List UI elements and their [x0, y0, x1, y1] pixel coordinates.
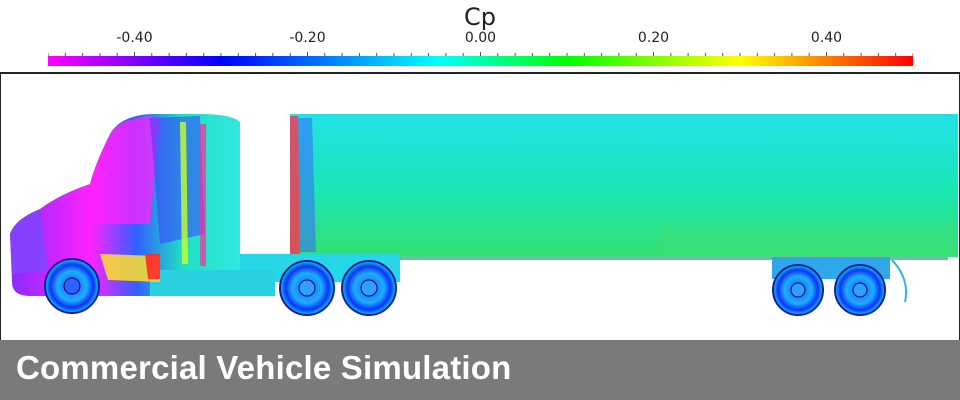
truck-cp-contour	[10, 114, 958, 316]
colorbar	[48, 52, 913, 66]
legend-title: Cp	[464, 3, 496, 31]
drive-wheel-2-hub	[360, 279, 378, 297]
trailer-front-pressure-band	[290, 116, 300, 254]
legend-tick-label: -0.20	[289, 30, 326, 46]
colorbar-gradient	[48, 56, 913, 66]
fuel-tank	[150, 270, 275, 296]
caption-bar: Commercial Vehicle Simulation	[0, 340, 960, 400]
trailer-lower-wash	[660, 224, 958, 257]
drive-wheel-1-hub	[298, 279, 316, 297]
mudflap	[891, 259, 908, 303]
legend-tick-label: 0.00	[464, 30, 497, 46]
front-wheels	[44, 258, 100, 314]
cab-roof-fairing	[150, 116, 205, 244]
colorbar-minor-ticks	[48, 52, 913, 56]
trailer-wheels	[772, 259, 908, 316]
cab-windshield-suction	[90, 116, 160, 224]
hood-stagnation-core	[145, 254, 160, 279]
legend-tick-label: -0.40	[116, 30, 153, 46]
hood-stagnation	[100, 254, 160, 282]
caption-text: Commercial Vehicle Simulation	[16, 349, 512, 386]
legend-tick-label: 0.40	[810, 30, 843, 46]
legend-tick-label: 0.20	[637, 30, 670, 46]
front-wheel-hub	[63, 277, 81, 295]
bumper	[10, 209, 48, 274]
tractor	[10, 114, 400, 296]
trailer-wheel-1-hub	[790, 282, 806, 298]
cab-rear-band	[180, 122, 188, 264]
trailer-body	[290, 114, 958, 257]
cab-rear-band-2	[200, 124, 206, 266]
tractor-rear-wheels	[279, 260, 397, 316]
color-legend: Cp -0.40 -0.20 0.00 0.20 0.40	[0, 0, 960, 74]
trailer-wheel-2-hub	[852, 282, 868, 298]
trailer-front-wake	[298, 118, 316, 252]
trailer-skirt	[400, 255, 948, 260]
